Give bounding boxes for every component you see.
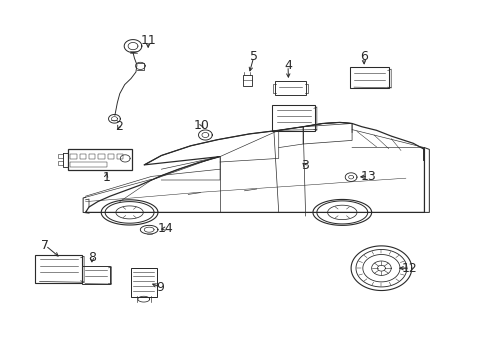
Text: 2: 2 (115, 120, 122, 133)
Bar (89, 154, 95, 159)
Text: 13: 13 (360, 170, 375, 183)
Bar (107, 154, 114, 159)
Text: 10: 10 (194, 119, 209, 132)
Text: 4: 4 (284, 59, 291, 72)
Text: 1: 1 (102, 171, 110, 184)
Bar (68, 149, 132, 170)
FancyBboxPatch shape (272, 105, 315, 131)
Bar (80, 154, 86, 159)
Bar (98, 154, 104, 159)
Text: 5: 5 (249, 50, 257, 63)
FancyBboxPatch shape (130, 268, 157, 297)
Text: 11: 11 (140, 34, 156, 47)
Bar (70, 154, 77, 159)
FancyBboxPatch shape (82, 266, 109, 284)
FancyBboxPatch shape (275, 81, 305, 95)
Text: 7: 7 (41, 239, 49, 252)
Text: 3: 3 (301, 159, 308, 172)
Text: 6: 6 (359, 50, 367, 63)
Bar (243, 75, 251, 86)
FancyBboxPatch shape (349, 67, 388, 88)
Bar (70, 162, 107, 167)
Text: 9: 9 (156, 281, 164, 294)
Bar (58, 161, 62, 165)
Text: 14: 14 (157, 222, 173, 235)
FancyBboxPatch shape (35, 255, 82, 283)
Text: 12: 12 (401, 262, 417, 275)
Text: 8: 8 (88, 251, 96, 264)
Bar (117, 154, 123, 159)
Bar (58, 154, 62, 158)
